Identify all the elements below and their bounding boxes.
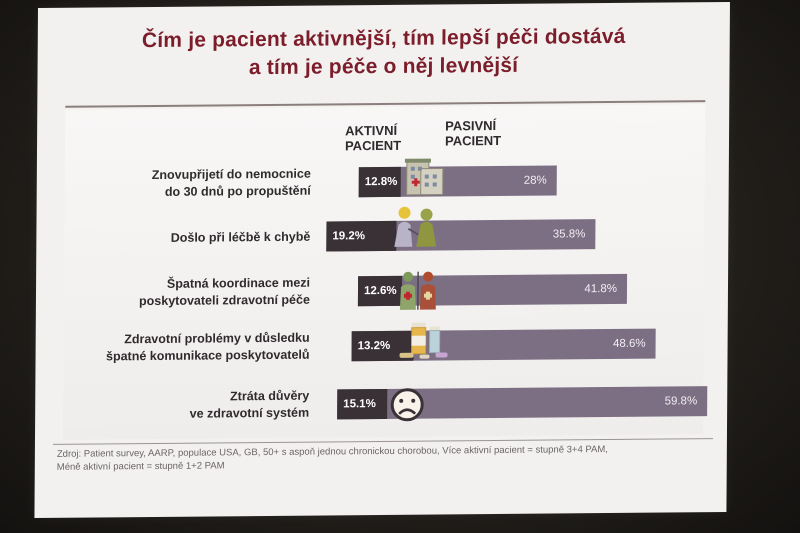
hospital-icon	[401, 154, 447, 203]
value-passive: 35.8%	[552, 228, 586, 241]
medical-error-icon	[390, 204, 440, 255]
active-header-line-2: PACIENT	[344, 137, 402, 154]
value-passive: 28%	[523, 174, 547, 187]
sad-face-icon	[389, 387, 425, 428]
slide-title: Čím je pacient aktivnější, tím lepší péč…	[37, 22, 729, 84]
bar-chart: Znovupřijetí do nemocnice do 30 dnů po pr…	[38, 2, 730, 422]
active-header-line-1: AKTIVNÍ	[345, 122, 398, 139]
active-column-header: AKTIVNÍ PACIENT	[345, 123, 401, 153]
passive-header-line-2: PACIENT	[444, 132, 502, 149]
category-label-line: ve zdravotní systém	[189, 405, 310, 421]
value-active: 12.8%	[364, 175, 398, 189]
category-label-line: Špatná koordinace mezi	[166, 275, 311, 291]
medicine-bottles-icon	[397, 320, 449, 365]
value-active: 12.6%	[363, 284, 397, 298]
category-label-line: Zdravotní problémy v důsledku	[124, 330, 310, 347]
category-label-line: Ztráta důvěry	[230, 388, 310, 404]
category-label-line: Znovupřijetí do nemocnice	[151, 166, 311, 183]
value-passive: 48.6%	[612, 337, 646, 350]
passive-column-header: PASIVNÍ PACIENT	[445, 118, 501, 148]
category-label: Špatná koordinace mezi poskytovateli zdra…	[139, 275, 310, 310]
category-label-line: do 30 dnů po propuštění	[164, 183, 311, 199]
source-note: Zdroj: Patient survey, AARP, populace US…	[57, 442, 717, 474]
category-label: Došlo při léčbě k chybě	[171, 228, 311, 246]
doctors-icon	[398, 270, 438, 317]
category-label: Znovupřijetí do nemocnice do 30 dnů po pr…	[152, 166, 311, 201]
slide: Čím je pacient aktivnější, tím lepší péč…	[34, 1, 730, 519]
category-label-line: poskytovateli zdravotní péče	[139, 292, 310, 309]
value-active: 15.1%	[343, 398, 376, 411]
category-label-line: Došlo při léčbě k chybě	[170, 229, 311, 245]
value-passive: 59.8%	[664, 395, 698, 408]
category-label: Ztráta důvěry ve zdravotní systém	[190, 388, 310, 423]
category-label: Zdravotní problémy v důsledku špatné komu…	[106, 330, 310, 366]
category-label-line: špatné komunikace poskytovatelů	[105, 347, 310, 364]
value-active: 19.2%	[332, 230, 366, 243]
value-active: 13.2%	[357, 339, 391, 353]
value-passive: 41.8%	[584, 282, 618, 296]
passive-header-line-1: PASIVNÍ	[445, 118, 497, 134]
